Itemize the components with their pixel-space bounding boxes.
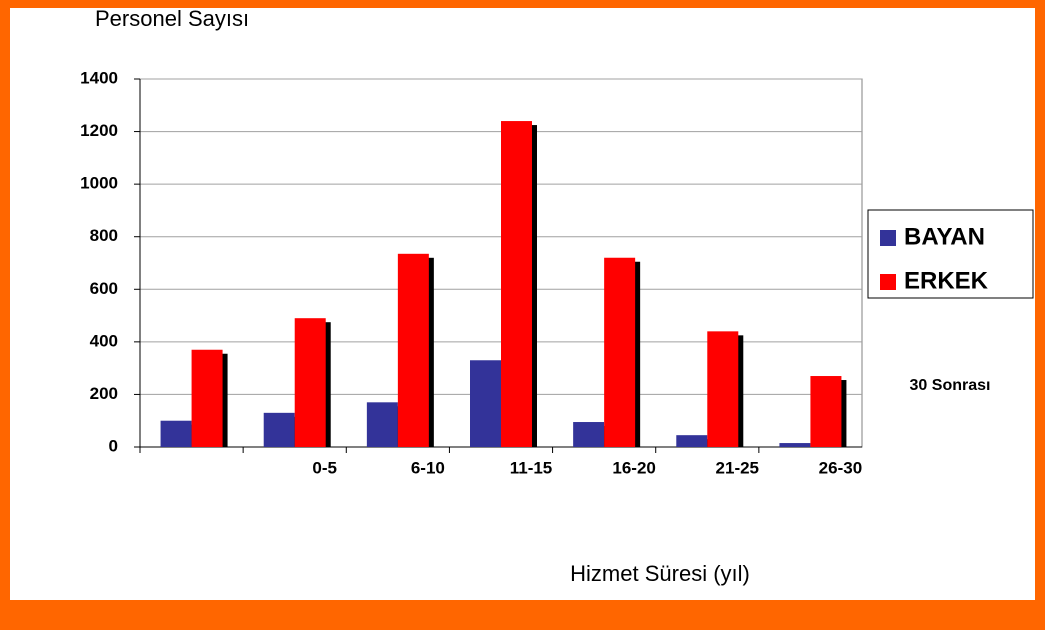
y-tick-label: 0 bbox=[109, 436, 118, 455]
legend-swatch bbox=[880, 230, 896, 246]
y-tick-label: 200 bbox=[90, 384, 118, 403]
annotation: 30 Sonrası bbox=[910, 377, 991, 394]
bar bbox=[470, 360, 501, 447]
bar bbox=[707, 331, 739, 447]
x-axis-title: Hizmet Süresi (yıl) bbox=[570, 561, 750, 586]
bar bbox=[676, 435, 708, 447]
x-tick-label: 0-5 bbox=[312, 458, 337, 477]
y-tick-label: 600 bbox=[90, 279, 118, 298]
legend-swatch bbox=[880, 274, 896, 290]
y-tick-label: 1000 bbox=[80, 174, 118, 193]
x-tick-label: 11-15 bbox=[510, 458, 553, 477]
bar bbox=[191, 349, 223, 447]
legend-label: ERKEK bbox=[904, 267, 989, 294]
x-tick-label: 16-20 bbox=[612, 458, 655, 477]
bar bbox=[501, 121, 532, 448]
chart-title: Personel Sayısı bbox=[95, 6, 249, 31]
bar bbox=[366, 402, 398, 447]
y-tick-label: 400 bbox=[90, 331, 118, 350]
x-tick-label: 6-10 bbox=[411, 458, 445, 477]
bar bbox=[810, 376, 842, 447]
bar bbox=[397, 253, 429, 447]
x-tick-label: 26-30 bbox=[819, 458, 862, 477]
bar bbox=[263, 412, 295, 447]
y-tick-label: 800 bbox=[90, 226, 118, 245]
bar bbox=[160, 420, 192, 447]
bar bbox=[573, 422, 605, 447]
bar bbox=[294, 318, 326, 447]
x-tick-label: 21-25 bbox=[716, 458, 759, 477]
y-tick-label: 1400 bbox=[80, 68, 118, 87]
bar bbox=[604, 257, 636, 447]
bar bbox=[779, 443, 811, 447]
legend-label: BAYAN bbox=[904, 223, 985, 250]
y-tick-label: 1200 bbox=[80, 121, 118, 140]
